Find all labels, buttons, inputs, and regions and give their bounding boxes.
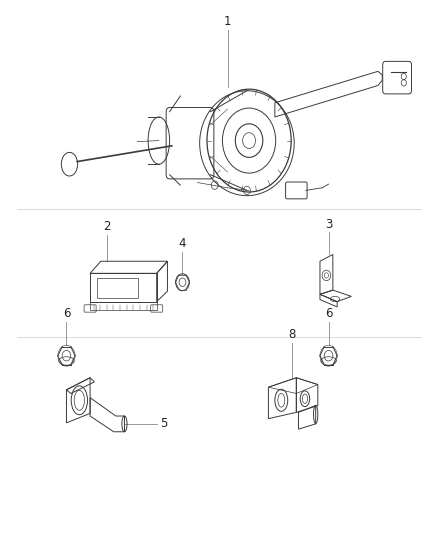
Text: 2: 2 [103,221,111,233]
Text: 8: 8 [288,328,296,341]
Text: 6: 6 [63,307,70,320]
Text: 3: 3 [325,218,332,231]
Text: 4: 4 [179,237,186,250]
Text: 1: 1 [224,15,231,28]
Text: 6: 6 [325,307,332,320]
Text: 5: 5 [160,417,167,431]
